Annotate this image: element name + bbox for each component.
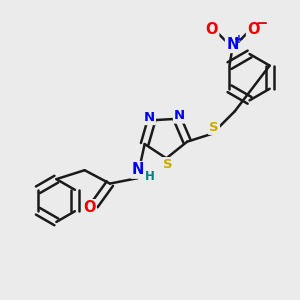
Text: O: O [247,22,260,37]
Text: N: N [132,162,144,177]
Text: −: − [255,16,267,32]
Text: S: S [209,121,219,134]
Text: N: N [143,111,155,124]
Text: N: N [226,37,239,52]
Text: O: O [83,200,95,215]
Text: O: O [206,22,218,37]
Text: H: H [145,170,154,183]
Text: +: + [234,33,244,46]
Text: S: S [163,158,172,171]
Text: N: N [174,109,185,122]
